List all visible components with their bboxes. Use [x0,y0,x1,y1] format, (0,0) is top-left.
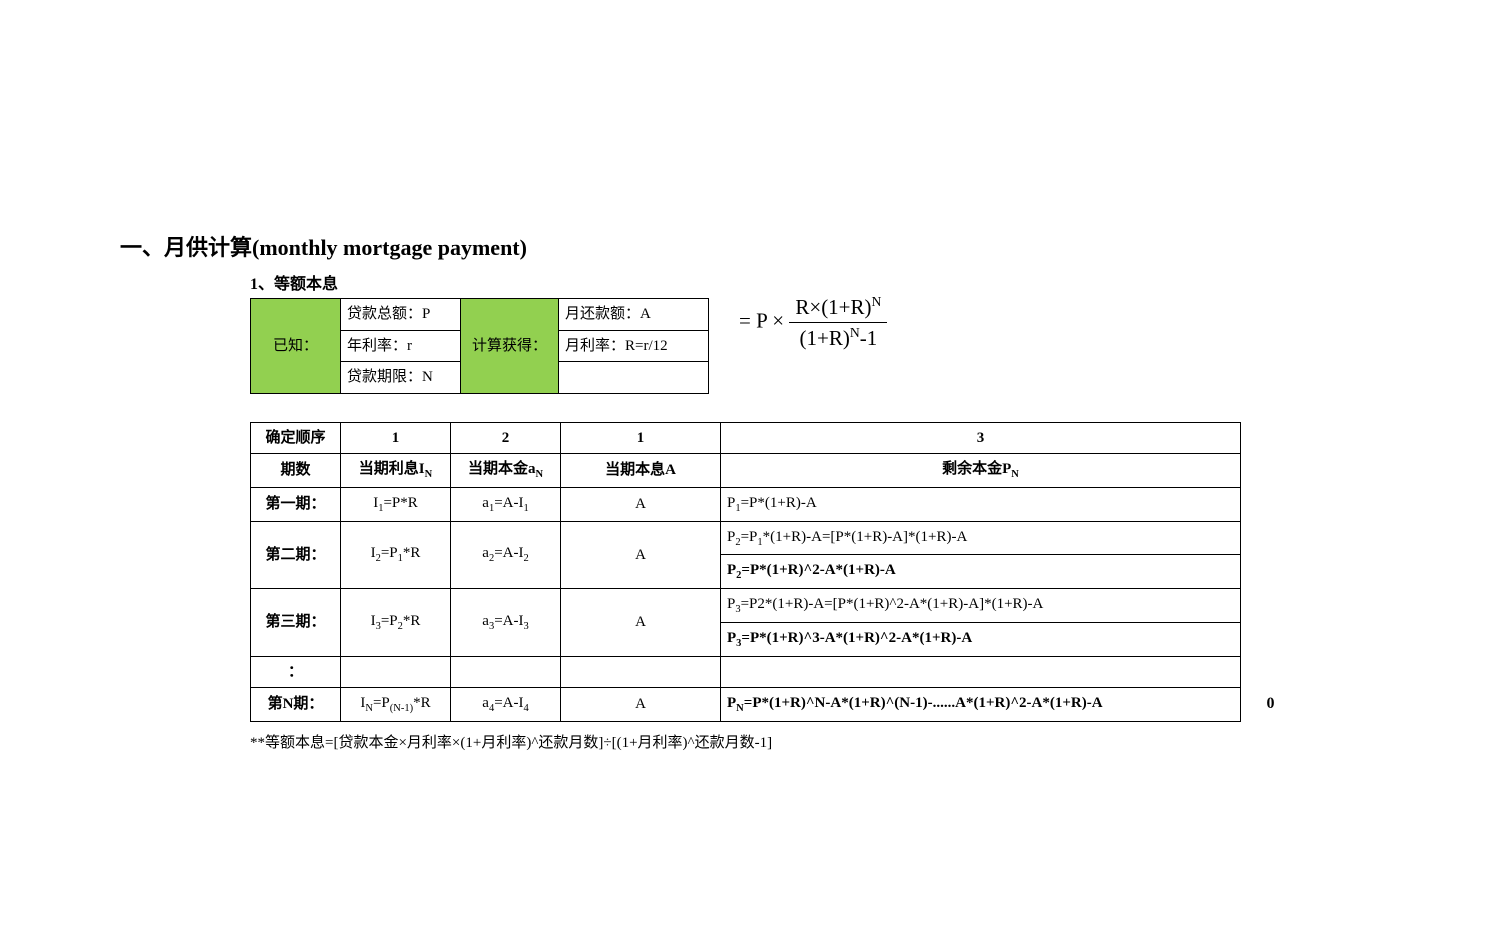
t2-p2-A: A [561,521,721,589]
t2-p2-label: 第二期： [251,521,341,589]
t2-sub-principal: 当期本金aN [451,454,561,488]
t2-p1-a: a1=A-I1 [451,487,561,521]
known-item-1: 贷款总额：P [341,299,461,331]
calc-item-1: 月还款额：A [559,299,709,331]
calc-label: 计算获得： [461,299,559,394]
t2-h-c4: 1 [561,422,721,454]
t2-p3-rem1: P3=P2*(1+R)-A=[P*(1+R)^2-A*(1+R)-A]*(1+R… [721,589,1241,623]
t2-h-c5: 3 [721,422,1241,454]
t2-pN-label: 第N期： [251,688,341,722]
payment-formula: = P × R×(1+R)N (1+R)N-1 [739,294,887,351]
t2-p2-i: I2=P1*R [341,521,451,589]
calc-item-2: 月利率：R=r/12 [559,330,709,362]
trailing-zero: 0 [1267,692,1275,716]
t2-pN-a: a4=A-I4 [451,688,561,722]
known-calc-table: 已知： 贷款总额：P 计算获得： 月还款额：A 年利率：r 月利率：R=r/12… [250,298,709,394]
t2-dots-c2 [341,656,451,688]
t2-pN-A: A [561,688,721,722]
t2-dots-label: ： [251,656,341,688]
t2-p1-rem: P1=P*(1+R)-A [721,487,1241,521]
t2-p1-i: I1=P*R [341,487,451,521]
t2-p3-a: a3=A-I3 [451,589,561,657]
t2-p3-A: A [561,589,721,657]
t2-pN-i: IN=P(N-1)*R [341,688,451,722]
known-item-3: 贷款期限：N [341,362,461,394]
t2-p2-a: a2=A-I2 [451,521,561,589]
t2-sub-remain: 剩余本金PN [721,454,1241,488]
t2-sub-period: 期数 [251,454,341,488]
t2-p2-rem2: P2=P*(1+R)^2-A*(1+R)-A [721,555,1241,589]
t2-h-c3: 2 [451,422,561,454]
t2-p3-i: I3=P2*R [341,589,451,657]
t2-p1-label: 第一期： [251,487,341,521]
t2-p3-rem2: P3=P*(1+R)^3-A*(1+R)^2-A*(1+R)-A [721,622,1241,656]
known-item-2: 年利率：r [341,330,461,362]
formula-footnote: **等额本息=[贷款本金×月利率×(1+月利率)^还款月数]÷[(1+月利率)^… [250,731,1394,752]
period-table: 确定顺序 1 2 1 3 期数 当期利息IN 当期本金aN 当期本息A 剩余本金… [250,422,1241,722]
t2-p3-label: 第三期： [251,589,341,657]
t2-sub-pi: 当期本息A [561,454,721,488]
t2-sub-interest: 当期利息IN [341,454,451,488]
t2-pN-rem: PN=P*(1+R)^N-A*(1+R)^(N-1)-......A*(1+R)… [721,688,1241,722]
t2-p2-rem1: P2=P1*(1+R)-A=[P*(1+R)-A]*(1+R)-A [721,521,1241,555]
t2-h-c2: 1 [341,422,451,454]
t2-dots-c4 [561,656,721,688]
calc-item-3 [559,362,709,394]
page-title: 一、月供计算(monthly mortgage payment) [120,230,1394,262]
section-subtitle: 1、等额本息 [250,270,1394,294]
t2-dots-c3 [451,656,561,688]
t2-dots-c5 [721,656,1241,688]
t2-p1-A: A [561,487,721,521]
t2-order-label: 确定顺序 [251,422,341,454]
known-label: 已知： [251,299,341,394]
formula-prefix: = P × [739,308,784,332]
